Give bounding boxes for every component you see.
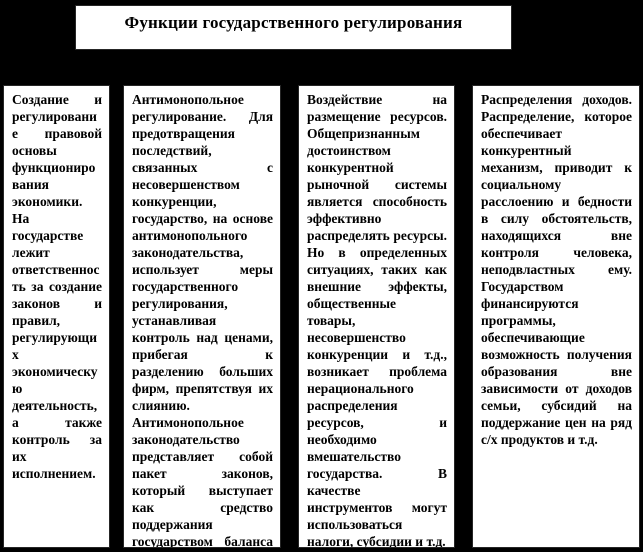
diagram-title-box: Функции государственного регулирования [75, 5, 512, 50]
column-antimonopoly-regulation: Антимонопольное регулирование. Для предо… [123, 85, 281, 548]
column-antimonopoly-regulation-text: Антимонопольное регулирование. Для предо… [132, 92, 273, 548]
column-legal-framework: Создание и регулирование правовой основы… [3, 85, 110, 548]
column-income-distribution: Распределения доходов. Распределение, ко… [472, 85, 640, 548]
column-income-distribution-text: Распределения доходов. Распределение, ко… [481, 92, 632, 447]
column-resource-allocation: Воздействие на размещение ресурсов. Обще… [298, 85, 455, 548]
column-resource-allocation-text: Воздействие на размещение ресурсов. Обще… [307, 92, 447, 548]
column-legal-framework-text: Создание и регулирование правовой основы… [12, 92, 102, 481]
diagram-title: Функции государственного регулирования [124, 13, 463, 32]
